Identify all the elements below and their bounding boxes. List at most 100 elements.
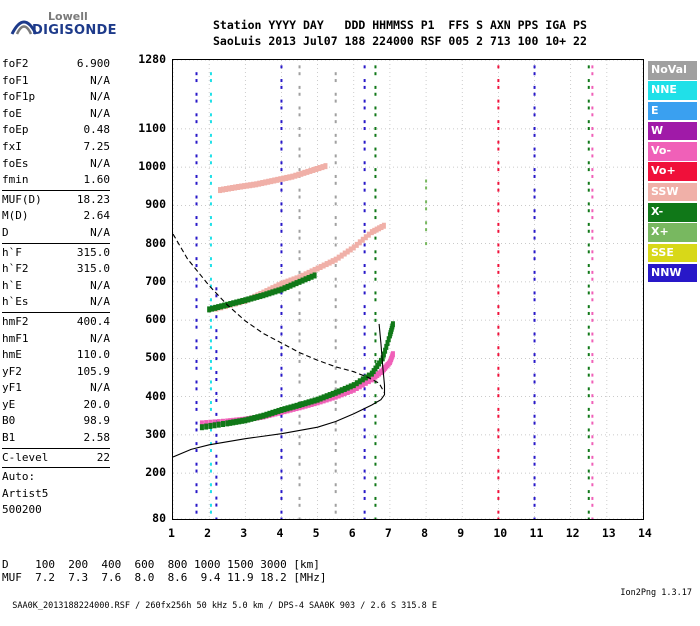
y-tick-label: 600 <box>145 312 166 327</box>
echo-trace-point <box>312 266 317 273</box>
echo-trace-point <box>300 272 305 279</box>
echo-column-point <box>587 147 590 151</box>
echo-column-point <box>209 133 212 137</box>
echo-column-point <box>363 394 366 398</box>
legend-item: Vo+ <box>648 162 697 181</box>
echo-trace-point <box>199 420 204 427</box>
legend-item: Vo- <box>648 142 697 161</box>
param-row: fxI 7.25 <box>2 139 110 156</box>
echo-trace-point <box>372 227 377 234</box>
x-tick-label: 10 <box>493 526 508 540</box>
echo-column-point <box>533 435 536 439</box>
echo-column-point <box>298 92 301 96</box>
echo-column-point <box>209 195 212 199</box>
echo-column-point <box>363 455 366 459</box>
echo-column-point <box>497 284 500 288</box>
echo-trace-point <box>351 382 356 389</box>
echo-column-point <box>591 455 594 459</box>
echo-column-point <box>533 414 536 418</box>
echo-column-point <box>533 65 536 69</box>
echo-column-point <box>374 503 377 507</box>
echo-column-point <box>334 387 337 391</box>
echo-trace-point <box>222 302 227 309</box>
echo-trace-point <box>284 174 289 181</box>
echo-column-point <box>591 359 594 363</box>
echo-column-point <box>334 243 337 247</box>
echo-column-point <box>298 414 301 418</box>
echo-column-point <box>280 496 283 500</box>
echo-column-point <box>209 140 212 144</box>
param-label: yF2 <box>2 364 22 378</box>
echo-column-point <box>497 168 500 172</box>
echo-column-point <box>497 469 500 473</box>
param-row: fmin 1.60 <box>2 172 110 189</box>
param-value: 7.25 <box>83 139 111 153</box>
echo-column-point <box>363 325 366 329</box>
echo-column-point <box>195 284 198 288</box>
param-label: foE <box>2 106 22 120</box>
y-tick-label: 1000 <box>138 159 166 174</box>
echo-column-point <box>591 318 594 322</box>
y-tick-label: 300 <box>145 426 166 441</box>
echo-column-point <box>209 428 212 432</box>
echo-column-point <box>280 168 283 172</box>
echo-column-point <box>215 398 218 402</box>
echo-column-point <box>497 311 500 315</box>
echo-column-point <box>209 469 212 473</box>
echo-column-point <box>497 428 500 432</box>
echo-column-point <box>591 168 594 172</box>
echo-column-point <box>334 72 337 76</box>
param-value: 315.0 <box>76 262 110 276</box>
echo-column-point <box>209 442 212 446</box>
echo-trace-point <box>279 280 284 287</box>
echo-trace-point <box>273 283 278 290</box>
echo-column-point <box>363 181 366 185</box>
echo-column-point <box>533 373 536 377</box>
echo-column-point <box>298 359 301 363</box>
echo-column-point <box>298 257 301 261</box>
echo-trace-point <box>381 351 386 358</box>
echo-column-point <box>497 291 500 295</box>
echo-column-point <box>363 127 366 131</box>
echo-column-point <box>533 503 536 507</box>
echo-trace-point <box>309 398 314 405</box>
echo-column-point <box>587 229 590 233</box>
echo-trace-point <box>224 186 229 193</box>
echo-column-point <box>298 311 301 315</box>
param-value: 400.4 <box>76 314 110 328</box>
param-label: D <box>2 225 9 239</box>
echo-column-point <box>195 236 198 240</box>
param-row: hmF1 N/A <box>2 331 110 348</box>
echo-column-point <box>497 387 500 391</box>
echo-column-point <box>374 442 377 446</box>
echo-column-point <box>533 113 536 117</box>
echo-column-point <box>533 195 536 199</box>
echo-trace-point <box>377 225 382 232</box>
echo-column-point <box>280 510 283 514</box>
echo-column-point <box>209 325 212 329</box>
echo-trace-point <box>213 304 218 311</box>
echo-column-point <box>280 99 283 103</box>
echo-trace-point <box>351 244 356 251</box>
echo-column-point <box>298 462 301 466</box>
echo-trace-point <box>336 392 341 399</box>
echo-column-point <box>209 401 212 405</box>
echo-column-point <box>425 221 428 225</box>
echo-column-point <box>587 517 590 519</box>
param-divider <box>2 311 110 313</box>
echo-column-point <box>298 373 301 377</box>
param-label: h`F <box>2 245 22 259</box>
echo-trace-point <box>366 378 371 385</box>
echo-trace-point <box>336 388 341 395</box>
echo-trace-point <box>269 178 274 185</box>
param-value: N/A <box>90 156 110 170</box>
echo-column-point <box>363 407 366 411</box>
echo-column-point <box>215 496 218 500</box>
echo-trace-point <box>240 297 245 304</box>
echo-trace-point <box>354 241 359 248</box>
logo-line2: DIGISONDE <box>32 23 117 38</box>
echo-column-point <box>591 442 594 446</box>
param-value: 110.0 <box>76 348 110 362</box>
echo-trace-point <box>342 250 347 257</box>
echo-column-point <box>334 298 337 302</box>
